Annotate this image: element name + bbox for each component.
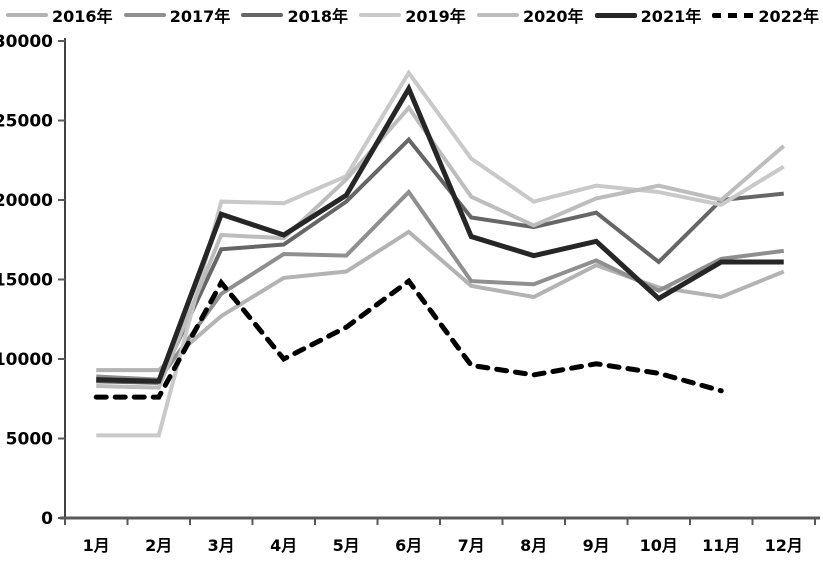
legend-swatch-2020	[476, 13, 519, 17]
series-line-2016年	[96, 229, 785, 373]
y-tick-label: 15000	[0, 271, 53, 291]
series-line-2021年	[96, 83, 784, 384]
x-tick-label: 5月	[333, 536, 360, 555]
x-tick-label: 9月	[583, 536, 610, 555]
legend-item-2022: 2022年	[712, 3, 819, 27]
y-tick-label: 5000	[6, 430, 53, 450]
x-tick-label: 8月	[520, 536, 547, 555]
x-tick-label: 7月	[458, 536, 485, 555]
legend-item-2017: 2017年	[123, 3, 231, 27]
series-line-2018年	[96, 136, 784, 385]
x-tick-label: 10月	[640, 536, 678, 555]
legend-swatch-2021	[594, 12, 637, 18]
x-tick-label: 1月	[83, 536, 110, 555]
legend-swatch-2018	[241, 13, 284, 17]
x-tick-label: 12月	[765, 536, 803, 555]
legend-swatch-2017	[123, 13, 166, 17]
legend-label-2022: 2022年	[758, 7, 819, 26]
y-tick-label: 30000	[0, 32, 53, 52]
legend-label-2021: 2021年	[640, 7, 702, 26]
y-tick-label: 0	[41, 509, 53, 529]
x-tick-label: 3月	[208, 536, 235, 555]
legend-swatch-2019	[359, 13, 402, 17]
series-line-2022年	[93, 277, 724, 400]
y-tick-label: 25000	[0, 112, 53, 132]
x-tick-label: 11月	[702, 536, 740, 555]
x-tick-label: 2月	[145, 536, 172, 555]
legend-item-2019: 2019年	[359, 3, 466, 27]
legend-item-2016: 2016年	[6, 3, 113, 27]
legend-item-2020: 2020年	[476, 3, 584, 27]
y-tick-label: 20000	[0, 191, 53, 211]
legend-label-2019: 2019年	[405, 7, 466, 26]
chart-legend: 2016年 2017年 2018年 2019年 2020年 2021年 2022…	[6, 3, 819, 27]
y-tick-label: 10000	[0, 350, 53, 370]
series-line-2019年	[96, 69, 785, 438]
legend-item-2018: 2018年	[241, 3, 348, 27]
legend-item-2021: 2021年	[594, 3, 702, 27]
x-tick-label: 6月	[395, 536, 422, 555]
legend-swatch-2022	[712, 12, 755, 18]
legend-label-2016: 2016年	[52, 7, 113, 26]
x-tick-label: 4月	[270, 536, 297, 555]
legend-label-2017: 2017年	[169, 7, 231, 26]
series-line-2017年	[96, 188, 785, 382]
legend-swatch-2016	[6, 13, 48, 17]
legend-label-2020: 2020年	[522, 7, 584, 26]
series-line-2020年	[96, 104, 786, 390]
legend-label-2018: 2018年	[287, 7, 349, 26]
